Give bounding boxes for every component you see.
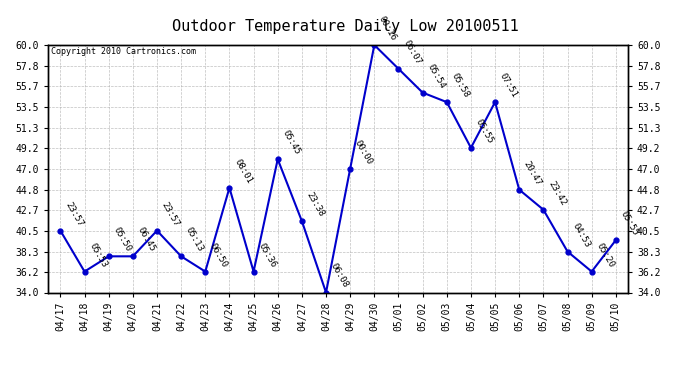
- Text: 06:50: 06:50: [208, 241, 229, 269]
- Text: 05:50: 05:50: [112, 226, 132, 254]
- Text: 05:20: 05:20: [595, 241, 615, 269]
- Text: 06:08: 06:08: [329, 262, 350, 290]
- Text: 06:45: 06:45: [136, 226, 157, 254]
- Text: 05:45: 05:45: [281, 129, 302, 156]
- Text: 23:42: 23:42: [546, 179, 567, 207]
- Text: 23:57: 23:57: [63, 200, 84, 228]
- Text: 07:51: 07:51: [498, 72, 519, 99]
- Text: 05:54: 05:54: [426, 62, 446, 90]
- Text: 05:55: 05:55: [474, 117, 495, 145]
- Text: 08:01: 08:01: [233, 157, 253, 185]
- Text: 23:57: 23:57: [160, 200, 181, 228]
- Text: 05:13: 05:13: [184, 226, 205, 254]
- Text: 05:53: 05:53: [88, 241, 108, 269]
- Text: 05:55: 05:55: [619, 210, 640, 237]
- Text: 00:00: 00:00: [353, 138, 374, 166]
- Text: 00:16: 00:16: [377, 15, 398, 42]
- Text: 05:36: 05:36: [257, 241, 277, 269]
- Text: 23:38: 23:38: [305, 190, 326, 218]
- Text: 04:53: 04:53: [571, 221, 591, 249]
- Text: 05:58: 05:58: [450, 72, 471, 99]
- Text: Copyright 2010 Cartronics.com: Copyright 2010 Cartronics.com: [51, 48, 196, 57]
- Text: Outdoor Temperature Daily Low 20100511: Outdoor Temperature Daily Low 20100511: [172, 19, 518, 34]
- Text: 20:47: 20:47: [522, 159, 543, 187]
- Text: 06:07: 06:07: [402, 38, 422, 66]
